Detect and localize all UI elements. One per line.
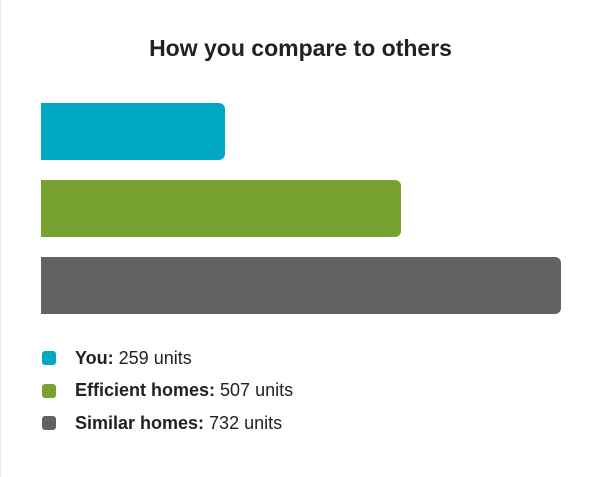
bar-efficient-homes bbox=[41, 180, 401, 237]
legend: You: 259 units Efficient homes: 507 unit… bbox=[42, 342, 293, 440]
legend-swatch-efficient-homes bbox=[42, 383, 56, 398]
legend-value: 259 units bbox=[118, 347, 192, 368]
legend-item-similar-homes: Similar homes: 732 units bbox=[42, 407, 293, 440]
legend-label: Similar homes: bbox=[75, 412, 205, 433]
legend-label: You: bbox=[75, 347, 114, 368]
bar-similar-homes bbox=[41, 257, 561, 314]
legend-value: 732 units bbox=[209, 412, 283, 433]
legend-item-you: You: 259 units bbox=[42, 342, 293, 375]
bar-chart bbox=[41, 103, 561, 314]
legend-swatch-similar-homes bbox=[42, 416, 56, 431]
legend-label: Efficient homes: bbox=[75, 380, 216, 401]
legend-swatch-you bbox=[42, 351, 56, 366]
panel-divider bbox=[0, 0, 1, 477]
bar-you bbox=[41, 103, 225, 160]
legend-value: 507 units bbox=[220, 380, 294, 401]
chart-title: How you compare to others bbox=[149, 35, 452, 61]
legend-item-efficient-homes: Efficient homes: 507 units bbox=[42, 375, 293, 408]
